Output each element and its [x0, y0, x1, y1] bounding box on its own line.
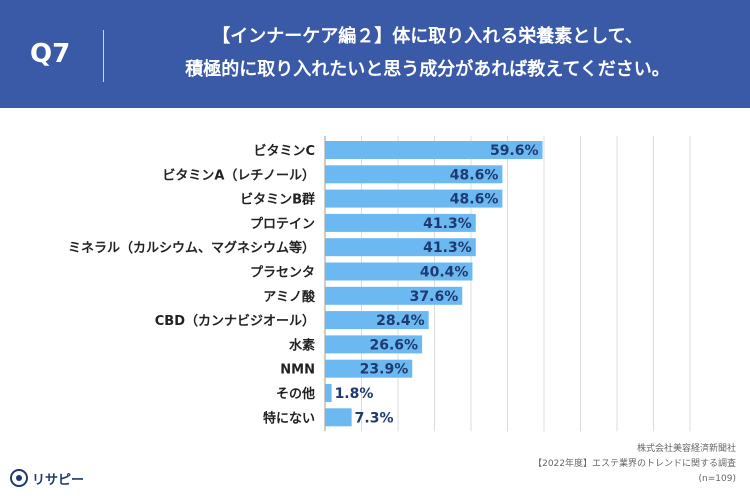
question-title: 【インナーケア編２】体に取り入れる栄養素として、 積極的に取り入れたいと思う成分… — [120, 20, 735, 86]
value-label: 41.3% — [423, 240, 472, 256]
category-label: 特にない — [263, 410, 315, 426]
header-divider — [103, 30, 104, 82]
category-label: 水素 — [289, 337, 315, 353]
bar — [325, 335, 423, 354]
bar — [325, 286, 463, 305]
bars — [325, 141, 543, 427]
bar — [325, 262, 473, 281]
value-label: 23.9% — [360, 362, 409, 378]
value-label: 48.6% — [450, 192, 499, 208]
value-label: 48.6% — [450, 167, 499, 183]
category-label: ビタミンB群 — [240, 192, 315, 208]
bar — [325, 408, 352, 427]
category-label: その他 — [276, 386, 315, 402]
bar — [325, 189, 503, 208]
value-label: 41.3% — [423, 216, 472, 232]
bar — [325, 165, 503, 184]
category-label: NMN — [280, 363, 315, 378]
value-label: 37.6% — [410, 289, 459, 305]
category-label: ビタミンC — [253, 143, 315, 159]
value-label: 59.6% — [490, 143, 539, 159]
brand-logo: リサピー — [10, 465, 84, 491]
bar — [325, 213, 476, 232]
header-banner: Q7 【インナーケア編２】体に取り入れる栄養素として、 積極的に取り入れたいと思… — [0, 0, 750, 108]
category-label: プロテイン — [250, 217, 315, 232]
category-label: アミノ酸 — [263, 289, 316, 305]
bar-chart: ビタミンC 59.6% ビタミンA（レチノール） 48.6% ビタミンB群 48.6% プロ… — [68, 136, 691, 432]
value-label: 28.4% — [376, 313, 425, 329]
question-number: Q7 — [30, 39, 71, 69]
source-company: 株式会社美容経済新聞社 — [636, 444, 736, 454]
bar — [325, 238, 476, 257]
category-label: ミネラル（カルシウム、マグネシウム等） — [68, 240, 315, 256]
source-note: 株式会社美容経済新聞社 【2022年度】エステ業界のトレンドに関する調査 (n=… — [436, 442, 736, 487]
grid-lines — [324, 136, 691, 432]
value-label: 7.3% — [355, 410, 394, 426]
logo-icon — [10, 469, 28, 487]
bar — [325, 141, 543, 159]
logo-text: リサピー — [32, 472, 85, 488]
bar — [325, 311, 429, 330]
value-label: 1.8% — [335, 386, 374, 402]
title-line-1: 【インナーケア編２】体に取り入れる栄養素として、 — [212, 26, 643, 47]
bar — [325, 384, 332, 402]
value-label: 40.4% — [420, 265, 469, 281]
category-label: CBD（カンナビジオール） — [155, 313, 315, 329]
value-label: 26.6% — [370, 337, 419, 353]
source-sample: (n=109) — [698, 474, 736, 484]
category-label: プラセンタ — [250, 266, 315, 281]
category-label: ビタミンA（レチノール） — [162, 167, 315, 183]
source-survey: 【2022年度】エステ業界のトレンドに関する調査 — [533, 459, 736, 469]
title-line-2: 積極的に取り入れたいと思う成分があれば教えてください。 — [185, 59, 670, 80]
bar — [325, 359, 413, 378]
labels: ビタミンC 59.6% ビタミンA（レチノール） 48.6% ビタミンB群 48.6% プロ… — [68, 143, 539, 426]
